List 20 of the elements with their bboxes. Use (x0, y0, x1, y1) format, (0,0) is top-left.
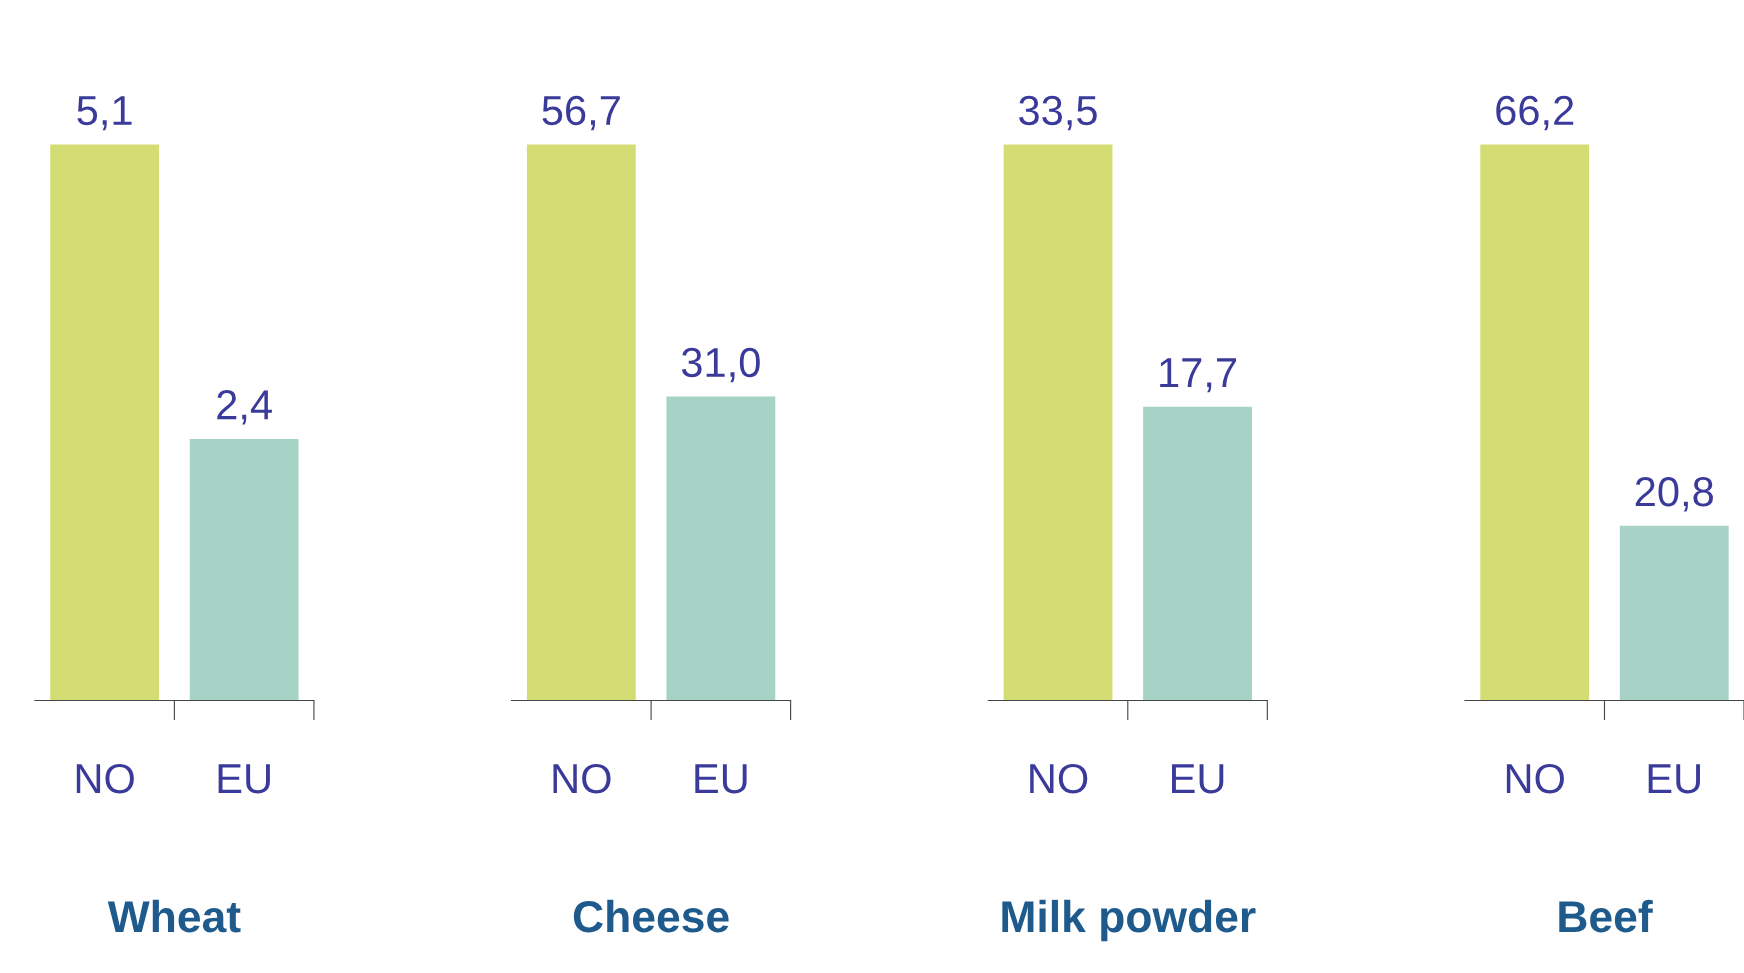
data-label: 56,7 (542, 95, 620, 131)
x-axis-title: Beef (1559, 899, 1653, 933)
data-label: 5,1 (77, 96, 132, 131)
data-label: 33,5 (1019, 95, 1097, 131)
x-tick-label: NO (76, 763, 134, 794)
data-label: 2,4 (217, 390, 272, 425)
x-tick-label: NO (1030, 763, 1088, 794)
x-tick-label: EU (1172, 764, 1224, 794)
x-axis-title: Cheese (573, 899, 729, 933)
x-tick-label: EU (218, 764, 270, 794)
data-label: 17,7 (1160, 358, 1237, 393)
x-tick-label: NO (553, 763, 611, 794)
data-label: 31,0 (681, 347, 760, 383)
data-label: 66,2 (1496, 95, 1574, 131)
x-tick-label: EU (1648, 764, 1700, 794)
x-tick-label: EU (695, 764, 747, 794)
x-axis-title: Milk powder (1002, 899, 1256, 942)
x-axis-title: Wheat (107, 899, 241, 933)
x-tick-label: NO (1506, 763, 1564, 794)
data-label: 20,8 (1635, 477, 1713, 512)
